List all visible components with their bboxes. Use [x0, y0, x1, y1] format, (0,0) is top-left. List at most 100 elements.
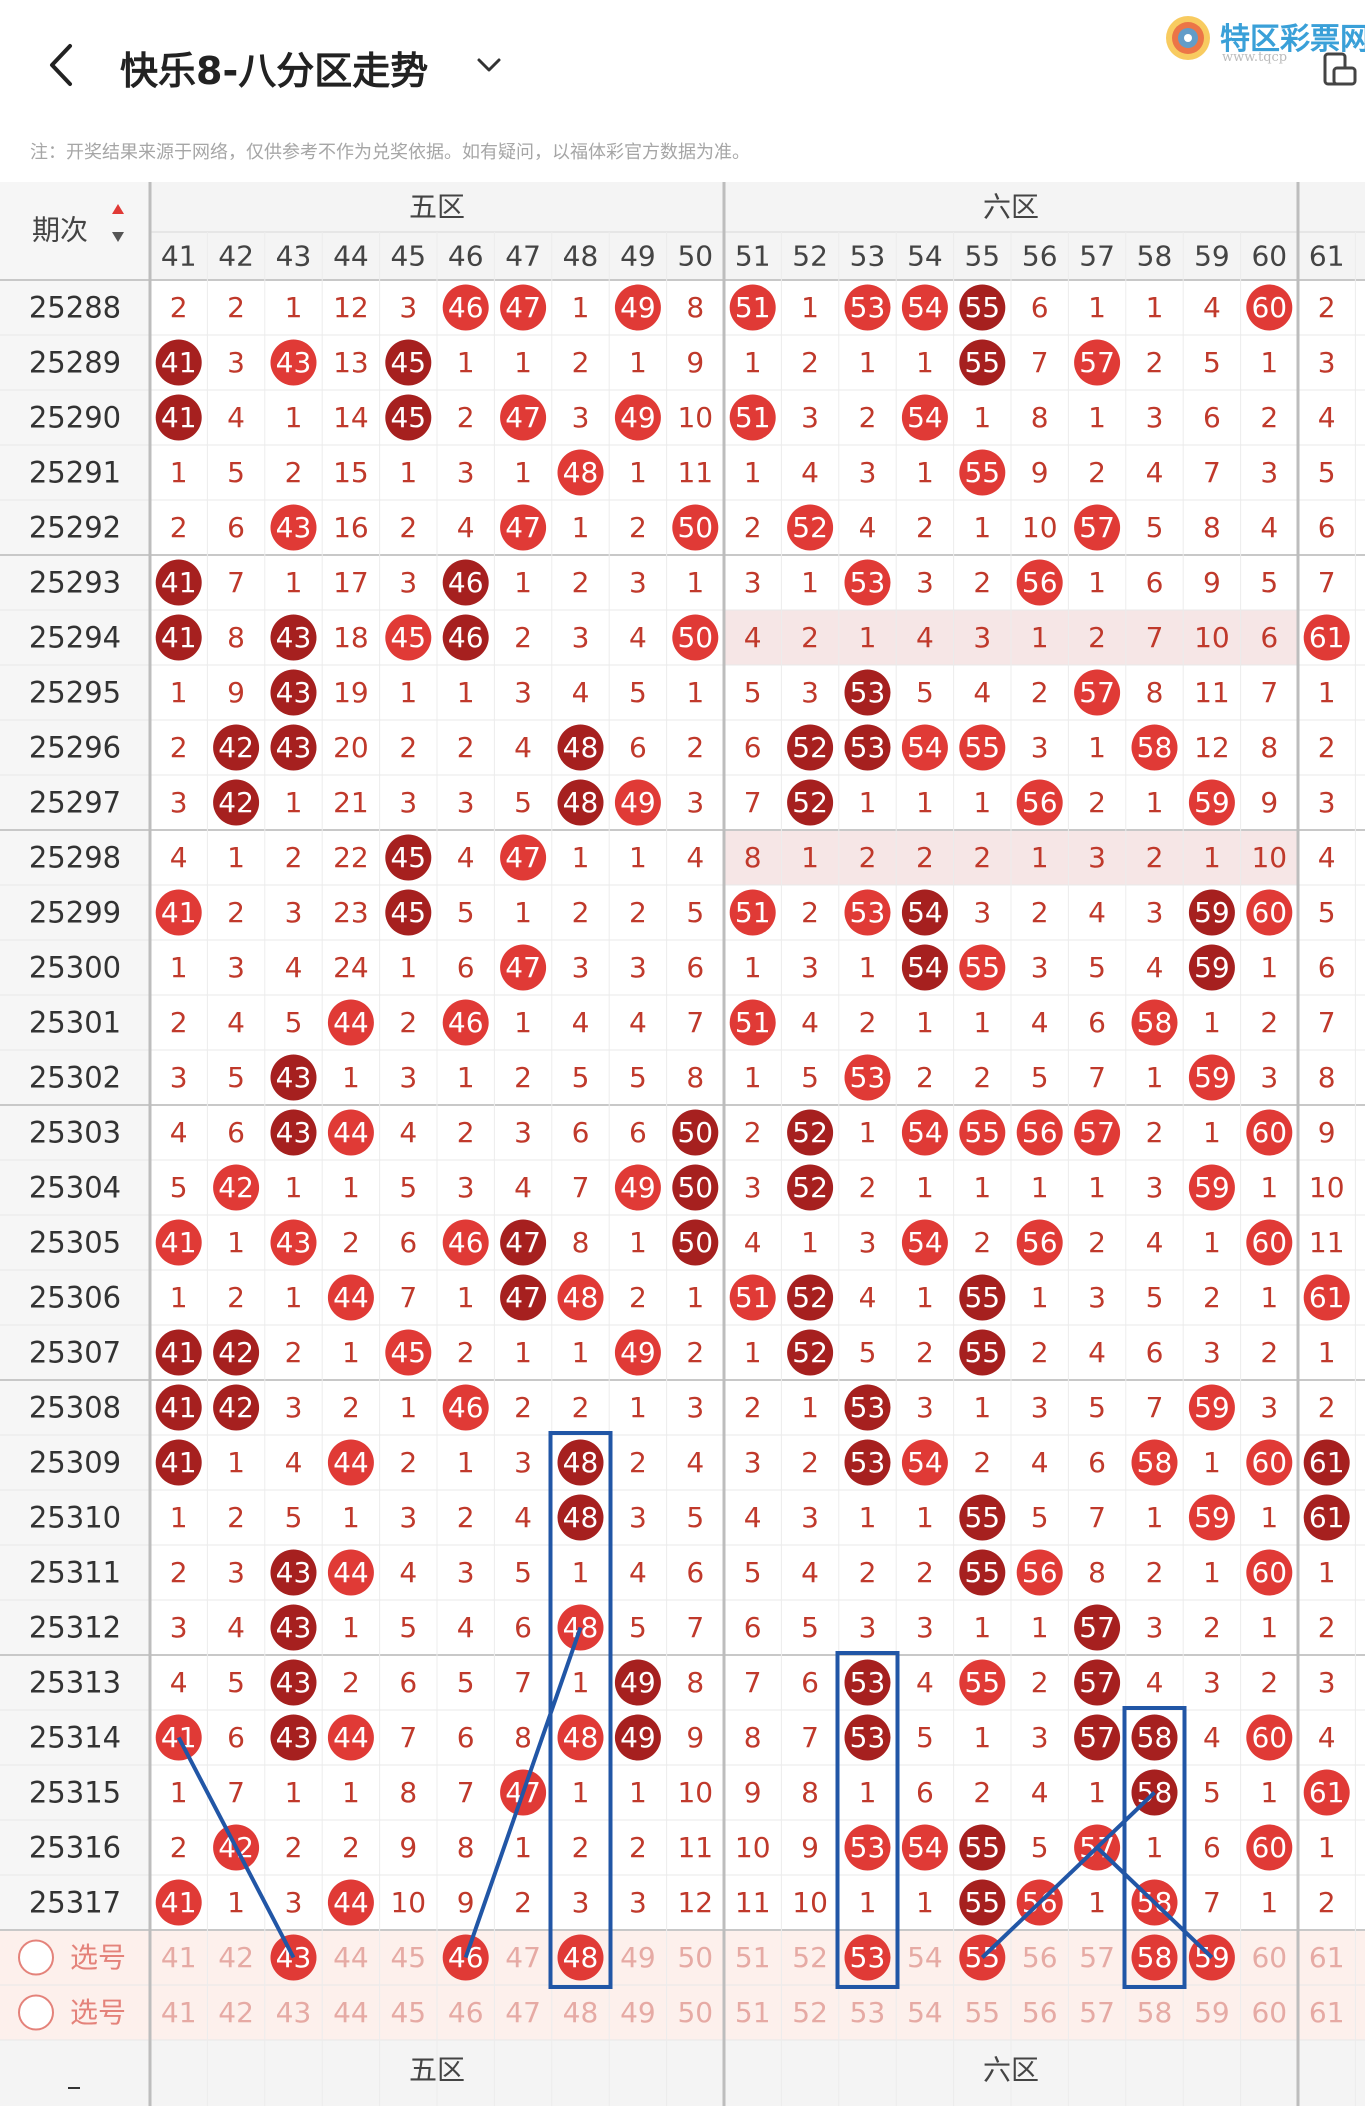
table-row: 25294 41 8 43 18 45 46 2 3 4 50 4 2 1 4 3 1 2 7 10 6 61 [29, 614, 1350, 661]
ball-number: 52 [792, 731, 828, 764]
select-number: 56 [1022, 1941, 1058, 1974]
back-button[interactable] [42, 40, 82, 90]
drawn-ball [787, 1329, 834, 1376]
select-number: 51 [735, 1996, 771, 2029]
drawn-ball [385, 889, 432, 936]
miss-count: 8 [1318, 1061, 1336, 1094]
miss-count: 1 [1146, 1501, 1164, 1534]
miss-count: 2 [1031, 1336, 1049, 1369]
miss-count: 1 [457, 1446, 475, 1479]
sort-up-icon[interactable] [112, 204, 124, 214]
miss-count: 6 [1203, 1831, 1221, 1864]
miss-count: 1 [859, 621, 877, 654]
issue-number: 25316 [29, 1831, 121, 1865]
table-row: 25317411344109233121110115556158712 [29, 1879, 1336, 1926]
miss-count: 3 [1031, 731, 1049, 764]
miss-count: 1 [1260, 1281, 1278, 1314]
zone-header-5: 五区 [409, 191, 465, 224]
drawn-ball [787, 504, 834, 551]
miss-count: 3 [399, 566, 417, 599]
radio-button[interactable] [18, 1939, 54, 1976]
selected-ball[interactable] [844, 1934, 891, 1981]
miss-count: 1 [686, 676, 704, 709]
miss-count: 5 [457, 1666, 475, 1699]
miss-count: 6 [399, 1226, 417, 1259]
device-rotate-icon[interactable] [1322, 48, 1358, 88]
miss-count: 3 [629, 1886, 647, 1919]
table-row: 25295 1 9 43 19 1 1 3 4 5 1 5 3 53 5 4 2 57 8 11 7 1 [29, 669, 1336, 716]
miss-count: 3 [399, 1061, 417, 1094]
miss-count: 6 [1318, 951, 1336, 984]
issue-column-bg [0, 182, 150, 2040]
select-number: 46 [448, 1996, 484, 2029]
ball-number: 43 [276, 1061, 312, 1094]
sort-down-icon[interactable] [112, 232, 124, 242]
miss-count: 5 [629, 1611, 647, 1644]
miss-count: 1 [1088, 731, 1106, 764]
ball-number: 46 [448, 291, 484, 324]
miss-count: 2 [170, 1556, 188, 1589]
drawn-ball [213, 779, 260, 826]
selected-ball[interactable] [557, 1934, 604, 1981]
ball-number: 56 [1022, 1556, 1058, 1589]
ball-number: 45 [390, 621, 426, 654]
drawn-ball [672, 1109, 719, 1156]
miss-count: 1 [1203, 1556, 1221, 1589]
annotation-line [176, 1736, 296, 1959]
drawn-ball [844, 1659, 891, 1706]
ball-number: 54 [907, 291, 943, 324]
miss-count: 2 [1203, 1281, 1221, 1314]
ball-number: 47 [505, 841, 541, 874]
miss-count: 4 [227, 1006, 245, 1039]
miss-count: 1 [342, 1776, 360, 1809]
miss-count: 1 [916, 1281, 934, 1314]
miss-count: 10 [1022, 511, 1058, 544]
miss-count: 4 [744, 1501, 762, 1534]
issue-number: 25297 [29, 786, 121, 820]
miss-count: 1 [973, 1006, 991, 1039]
miss-count: 2 [399, 1006, 417, 1039]
miss-count: 4 [744, 621, 762, 654]
drawn-ball [1188, 1494, 1235, 1541]
miss-count: 1 [629, 456, 647, 489]
miss-count: 10 [677, 1776, 713, 1809]
miss-count: 15 [333, 456, 369, 489]
table-row: 25291 1 5 2 15 1 3 1 48 1 11 1 4 3 1 55 9 2 4 7 3 5 [29, 449, 1336, 496]
issue-number: 25309 [29, 1446, 121, 1480]
miss-count: 1 [514, 896, 532, 929]
miss-count: 1 [1031, 621, 1049, 654]
miss-count: 4 [1146, 1226, 1164, 1259]
ball-number: 44 [333, 1281, 369, 1314]
col-header-41: 41 [161, 240, 197, 273]
miss-count: 6 [1088, 1446, 1106, 1479]
ball-number: 41 [161, 896, 197, 929]
miss-count: 4 [916, 1666, 934, 1699]
radio-button[interactable] [18, 1994, 54, 2031]
miss-count: 5 [1088, 1391, 1106, 1424]
miss-count: 3 [1318, 786, 1336, 819]
miss-count: 1 [572, 291, 590, 324]
select-row[interactable]: 选号41424344454647484950515253545556575859… [18, 1934, 1345, 1981]
ball-number: 43 [276, 1556, 312, 1589]
miss-count: 1 [1146, 1831, 1164, 1864]
select-number: 57 [1079, 1941, 1115, 1974]
ball-number: 44 [333, 1006, 369, 1039]
miss-count: 1 [629, 1226, 647, 1259]
miss-count: 2 [514, 1061, 532, 1094]
miss-count: 4 [399, 1556, 417, 1589]
drawn-ball [787, 1164, 834, 1211]
miss-count: 1 [629, 346, 647, 379]
miss-count: 9 [744, 1776, 762, 1809]
table-row: 25303 4 6 43 44 4 2 3 6 6 50 2 52 1 54 55 56 57 2 1 60 9 [29, 1109, 1336, 1156]
ball-number: 55 [964, 456, 1000, 489]
title-dropdown-button[interactable] [472, 50, 506, 80]
miss-count: 10 [390, 1886, 426, 1919]
miss-count: 1 [916, 1886, 934, 1919]
miss-count: 4 [859, 511, 877, 544]
selected-ball[interactable] [1131, 1934, 1178, 1981]
miss-count: 6 [629, 1116, 647, 1149]
drawn-ball [614, 779, 661, 826]
drawn-ball [270, 504, 317, 551]
issue-number: 25294 [29, 621, 121, 655]
